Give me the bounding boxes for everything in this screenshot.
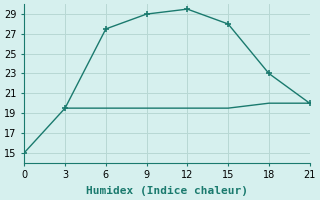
X-axis label: Humidex (Indice chaleur): Humidex (Indice chaleur) (86, 186, 248, 196)
